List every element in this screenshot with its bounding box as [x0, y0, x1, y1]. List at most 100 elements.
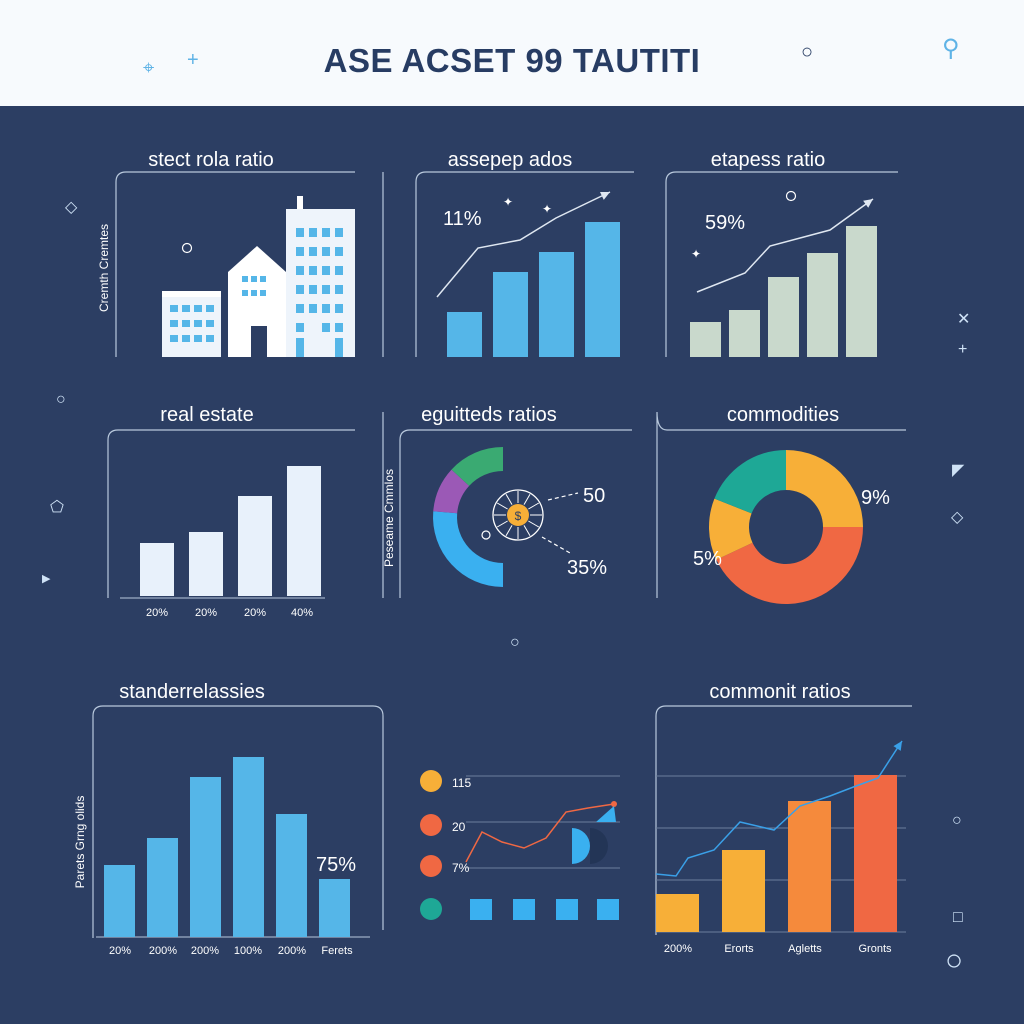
tick-label: Erorts	[724, 943, 754, 955]
chart-real-estate: 20% 20% 20% 40%	[140, 466, 321, 619]
diamond-icon: ◇	[65, 199, 78, 216]
bar	[656, 894, 699, 932]
panel-etapess-ratio: etapess ratio 59% ✦	[665, 149, 898, 357]
bar	[539, 252, 574, 357]
tick-label: 200%	[278, 945, 306, 957]
legend-dot	[420, 814, 442, 836]
panel-frame	[665, 171, 898, 357]
panel-title: real estate	[160, 404, 253, 426]
donut-slice	[451, 447, 503, 486]
window-shape	[296, 338, 304, 357]
circle-icon	[785, 190, 797, 202]
plus-icon: +	[958, 341, 968, 358]
pentagon-icon: ⬠	[50, 499, 64, 516]
panel-stect-rola-ratio: stect rola ratio Cremth Cremtes	[97, 149, 384, 357]
legend-dot	[420, 855, 442, 877]
bar	[470, 899, 492, 920]
bar	[238, 496, 272, 596]
arrow-head	[893, 741, 902, 751]
bar	[513, 899, 535, 920]
bar	[447, 312, 482, 357]
slice-label: 5%	[693, 548, 722, 570]
spark-icon: ✦	[691, 247, 701, 261]
bar	[722, 850, 765, 932]
dollar-icon: $	[515, 509, 522, 523]
data-point	[611, 801, 617, 807]
panel-commonit-ratios: commonit ratios 200% Erorts Agletts Gronts	[655, 681, 912, 955]
legend-label: 20	[452, 820, 466, 834]
window-shape	[309, 304, 317, 313]
panel-standerrelassies: standerrelassies Parets Grng olids 20% 20…	[73, 681, 384, 957]
bar	[556, 899, 578, 920]
tick-label: Gronts	[858, 943, 892, 955]
bar	[807, 253, 838, 357]
window-shape	[335, 285, 343, 294]
bar	[585, 222, 620, 357]
value-label: 50	[583, 485, 605, 507]
window-shape	[309, 228, 317, 237]
bar	[189, 532, 223, 596]
chart-standerrelassies: 20% 200% 200% 100% 200% Ferets 75%	[104, 757, 356, 957]
coin-wheel-icon: $	[492, 489, 544, 541]
panel-frame	[656, 411, 906, 598]
circle-icon: ○	[952, 812, 962, 829]
donut-slice	[433, 469, 470, 514]
panel-side-label: Cremth Cremtes	[97, 224, 111, 312]
window-shape	[322, 285, 330, 294]
legend-dot	[420, 898, 442, 920]
bar	[140, 543, 174, 596]
window-shape	[296, 247, 304, 256]
cursor-icon: ◤	[952, 462, 965, 479]
panel-title: assepер ados	[448, 149, 573, 171]
annotation-label: 11%	[443, 208, 482, 230]
arrow-icon: ▶	[42, 573, 51, 585]
tick-label: 100%	[234, 945, 262, 957]
window-shape	[296, 285, 304, 294]
circle-icon: ○	[801, 41, 814, 63]
tick-label: 200%	[191, 945, 219, 957]
bar	[147, 838, 178, 937]
diamond-icon: ◇	[951, 509, 964, 526]
panel-commodities: commodities 9% 5%	[656, 404, 906, 605]
annotation-label: 75%	[316, 854, 356, 876]
bar	[319, 879, 350, 937]
line-series	[465, 803, 615, 863]
tick-label: 200%	[664, 943, 692, 955]
chart-commonit-ratios: 200% Erorts Agletts Gronts	[655, 740, 903, 955]
tick-label: 20%	[109, 945, 131, 957]
tick-label: 20%	[244, 607, 266, 619]
panel-title: commonit ratios	[709, 681, 850, 703]
wheel-spoke	[523, 493, 531, 505]
window-shape	[335, 247, 343, 256]
search-icon[interactable]: ⚲	[942, 35, 960, 62]
window-shape	[335, 323, 343, 332]
bar	[729, 310, 760, 357]
arrow-head	[863, 199, 873, 208]
panel-title: etapess ratio	[711, 149, 826, 171]
bar	[276, 814, 307, 937]
donut-slice	[786, 450, 863, 527]
slice-label: 9%	[861, 487, 890, 509]
panel-legend-line: 115 20 7%	[420, 770, 620, 920]
window-shape	[322, 323, 330, 332]
half-circle-shape	[572, 828, 590, 864]
bar	[854, 775, 897, 932]
window-shape	[322, 228, 330, 237]
triangle-shape	[596, 806, 616, 822]
tick-label: 200%	[149, 945, 177, 957]
bar	[287, 466, 321, 596]
value-label: 35%	[567, 557, 607, 579]
legend-label: 115	[452, 776, 471, 790]
circle-icon: ○	[56, 391, 66, 408]
wheel-spoke	[523, 525, 531, 537]
panel-frame	[107, 429, 355, 598]
circle-icon: ○	[510, 634, 520, 651]
arrow-head	[600, 191, 610, 200]
panel-frame	[415, 171, 634, 357]
trend-line	[436, 191, 611, 298]
plus-icon: ⌖	[143, 57, 155, 79]
bar	[846, 226, 877, 357]
donut-slice	[709, 498, 753, 560]
wheel-spoke	[528, 502, 540, 510]
